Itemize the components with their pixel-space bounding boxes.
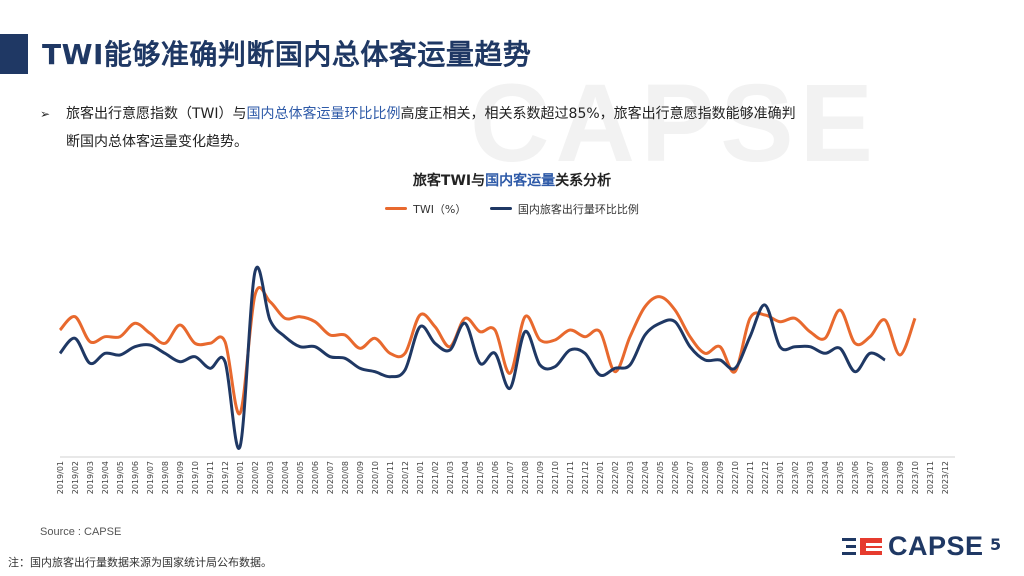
x-tick-label: 2021/09: [536, 461, 545, 494]
x-tick-label: 2022/03: [626, 461, 635, 494]
x-tick-label: 2021/03: [446, 461, 455, 494]
arrow-bullet-icon: ➢: [40, 107, 51, 121]
x-tick-label: 2022/12: [761, 461, 770, 494]
chart-legend: TWI（%） 国内旅客出行量环比比例: [0, 200, 1024, 217]
chart-title-part1: 旅客TWI与: [412, 173, 486, 189]
capse-logo-text: CAPSE: [888, 531, 984, 561]
x-tick-label: 2021/12: [581, 461, 590, 494]
x-tick-label: 2019/02: [71, 461, 80, 494]
x-tick-label: 2021/10: [551, 461, 560, 494]
legend-label-volume: 国内旅客出行量环比比例: [517, 202, 639, 216]
legend-swatch-twi: [385, 207, 408, 210]
x-tick-label: 2019/05: [116, 461, 125, 494]
title-accent-bar: [0, 34, 28, 74]
x-tick-label: 2022/10: [731, 461, 740, 494]
x-tick-label: 2023/07: [866, 461, 875, 494]
x-tick-label: 2022/06: [671, 461, 680, 494]
bullet-text-part2: 高度正相关，相关系数超过85%，旅客出行意愿指数能够准确判: [400, 106, 796, 122]
capse-logo: CAPSE: [842, 531, 984, 562]
x-tick-label: 2019/09: [176, 461, 185, 494]
x-tick-label: 2019/04: [101, 461, 110, 494]
x-tick-label: 2020/05: [296, 461, 305, 494]
x-tick-label: 2023/12: [941, 461, 950, 494]
x-tick-label: 2021/05: [476, 461, 485, 494]
x-tick-label: 2020/11: [386, 461, 395, 494]
x-tick-label: 2022/04: [641, 461, 650, 494]
x-tick-label: 2022/09: [716, 461, 725, 494]
x-tick-label: 2020/12: [401, 461, 410, 494]
legend-swatch-volume: [489, 207, 512, 210]
bullet-text-line2: 断国内总体客运量变化趋势。: [66, 134, 248, 150]
x-tick-label: 2019/07: [146, 461, 155, 494]
x-tick-label: 2020/04: [281, 461, 290, 494]
legend-item-twi: TWI（%）: [385, 201, 466, 217]
legend-label-twi: TWI（%）: [413, 202, 467, 216]
x-tick-label: 2021/07: [506, 461, 515, 494]
chart-title-part2: 关系分析: [555, 173, 612, 189]
x-tick-label: 2019/08: [161, 461, 170, 494]
series-layer: [58, 266, 917, 450]
x-tick-label: 2019/11: [206, 461, 215, 494]
x-tick-label: 2023/05: [836, 461, 845, 494]
x-tick-label: 2023/10: [911, 461, 920, 494]
x-tick-label: 2022/05: [656, 461, 665, 494]
x-tick-label: 2023/04: [821, 461, 830, 494]
bullet-paragraph: ➢ 旅客出行意愿指数（TWI）与国内总体客运量环比比例高度正相关，相关系数超过8…: [40, 100, 960, 156]
x-tick-label: 2020/01: [236, 461, 245, 494]
x-tick-label: 2021/02: [431, 461, 440, 494]
x-tick-label: 2019/12: [221, 461, 230, 494]
x-tick-label: 2023/01: [776, 461, 785, 494]
x-tick-label: 2019/06: [131, 461, 140, 494]
x-tick-label: 2021/06: [491, 461, 500, 494]
x-tick-label: 2021/04: [461, 461, 470, 494]
x-tick-label: 2023/03: [806, 461, 815, 494]
x-tick-label: 2020/03: [266, 461, 275, 494]
x-tick-label: 2020/10: [371, 461, 380, 494]
x-tick-label: 2020/02: [251, 461, 260, 494]
x-tick-label: 2022/07: [686, 461, 695, 494]
x-tick-label: 2020/06: [311, 461, 320, 494]
x-tick-label: 2022/02: [611, 461, 620, 494]
x-tick-label: 2023/06: [851, 461, 860, 494]
x-tick-label: 2020/09: [356, 461, 365, 494]
line-chart: 2019/01 2019/02 2019/03 2019/04 2019/05 2019/…: [56, 266, 955, 494]
x-tick-label: 2019/03: [86, 461, 95, 494]
chart-title: 旅客TWI与国内客运量关系分析: [0, 170, 1024, 190]
x-tick-label: 2019/01: [56, 461, 65, 494]
x-tick-labels: 2019/01 2019/02 2019/03 2019/04 2019/05 2019/…: [56, 461, 950, 494]
capse-watermark: CAPSE: [470, 62, 879, 185]
x-tick-label: 2021/11: [566, 461, 575, 494]
x-tick-label: 2023/08: [881, 461, 890, 494]
x-tick-label: 2022/08: [701, 461, 710, 494]
x-tick-label: 2021/08: [521, 461, 530, 494]
bullet-text-part1: 旅客出行意愿指数（TWI）与: [66, 106, 247, 122]
page-title: TWI能够准确判断国内总体客运量趋势: [42, 38, 532, 71]
source-label: Source : CAPSE: [40, 526, 122, 538]
capse-logo-mark-icon: [842, 537, 882, 555]
x-tick-label: 2020/07: [326, 461, 335, 494]
bullet-highlight: 国内总体客运量环比比例: [246, 106, 401, 122]
x-tick-label: 2023/11: [926, 461, 935, 494]
x-tick-label: 2022/01: [596, 461, 605, 494]
footnote: 注：国内旅客出行量数据来源为国家统计局公布数据。: [8, 556, 272, 569]
chart-title-highlight: 国内客运量: [485, 173, 556, 189]
series-line-volume: [58, 266, 886, 450]
legend-item-volume: 国内旅客出行量环比比例: [489, 201, 639, 217]
x-tick-label: 2021/01: [416, 461, 425, 494]
x-tick-label: 2020/08: [341, 461, 350, 494]
x-tick-label: 2023/02: [791, 461, 800, 494]
chart-container: 旅客TWI与国内客运量关系分析 TWI（%） 国内旅客出行量环比比例 2019/…: [0, 160, 1024, 510]
page-number: 5: [990, 535, 1002, 554]
x-tick-label: 2019/10: [191, 461, 200, 494]
x-tick-label: 2022/11: [746, 461, 755, 494]
x-tick-label: 2023/09: [896, 461, 905, 494]
